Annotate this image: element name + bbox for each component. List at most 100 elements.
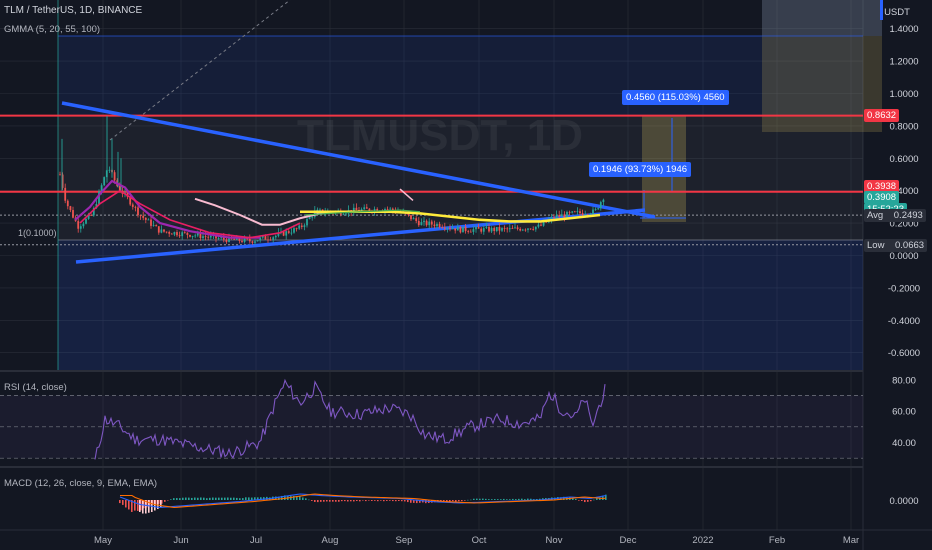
candle-body	[311, 216, 314, 218]
candle-body	[66, 200, 69, 207]
candle-body	[261, 236, 264, 238]
candle-body	[579, 211, 581, 214]
candle-body	[69, 206, 72, 211]
price-tick-label: 0.4000	[889, 186, 918, 197]
macd-bar	[143, 500, 145, 509]
candle-body	[293, 228, 295, 233]
macd-bar	[479, 498, 481, 500]
candle-body	[267, 239, 269, 241]
candle-body	[248, 238, 251, 242]
ema-segment	[399, 188, 414, 202]
rsi-pane[interactable]	[0, 372, 863, 466]
position-zone-lower	[58, 240, 863, 370]
measure-badge-big[interactable]: 0.4560 (115.03%) 4560	[622, 90, 729, 105]
candle-body	[90, 215, 93, 216]
ema-mid	[79, 189, 301, 239]
macd-bar	[154, 500, 156, 511]
candle-body	[202, 236, 204, 239]
candle-body	[467, 231, 470, 232]
macd-bar	[158, 500, 160, 504]
macd-bar	[326, 500, 328, 502]
candle-body	[589, 214, 592, 216]
candle-body	[352, 207, 355, 213]
candle-body	[373, 209, 376, 212]
main-pane[interactable]	[0, 0, 863, 370]
candle-body	[165, 231, 168, 233]
candle-body	[532, 229, 535, 230]
time-tick-label: Aug	[322, 535, 339, 546]
macd-bar	[533, 499, 535, 500]
macd-bar	[464, 500, 466, 501]
macd-bar	[206, 498, 208, 500]
macd-legend[interactable]: MACD (12, 26, close, 9, EMA, EMA)	[4, 478, 158, 489]
candle-body	[316, 209, 319, 211]
candle-body	[254, 241, 256, 243]
macd-bar	[170, 499, 172, 500]
candle-body	[215, 234, 217, 239]
macd-bar	[161, 500, 163, 504]
macd-bar	[194, 497, 196, 500]
triangle-lower-trendline[interactable]	[75, 208, 646, 264]
macd-bar	[581, 500, 583, 502]
macd-bar	[584, 500, 586, 503]
candle-body	[59, 174, 61, 176]
gmma-legend[interactable]: GMMA (5, 20, 55, 100)	[4, 24, 101, 35]
candle-body	[454, 228, 457, 231]
candle-body	[428, 221, 431, 226]
macd-bar	[191, 497, 193, 500]
price-tag-resistance-high[interactable]: 0.8632	[864, 108, 900, 122]
macd-bar	[446, 500, 448, 502]
candle-body	[417, 220, 420, 226]
measure-badge-small[interactable]: 0.1946 (93.73%) 1946	[589, 162, 692, 177]
candle-body	[142, 215, 145, 218]
candle-body	[129, 196, 132, 205]
price-axis-ticks[interactable]: 1.4000 1.2000 1.0000 0.8000 0.6000 0.4000 0.20…	[888, 24, 920, 359]
price-tick-label: 1.4000	[889, 24, 918, 35]
candle-body	[319, 209, 321, 211]
macd-bar	[236, 497, 238, 500]
macd-bar	[455, 500, 457, 502]
candle-body	[137, 207, 139, 216]
macd-bar	[500, 499, 502, 500]
candle-body	[308, 216, 311, 220]
macd-bar	[185, 497, 187, 500]
candle-body	[462, 226, 464, 233]
macd-bar	[485, 498, 487, 500]
candle-body	[157, 226, 160, 233]
candle-body	[163, 229, 165, 232]
macd-bar	[347, 500, 349, 502]
macd-bar	[221, 497, 223, 500]
macd-bar	[410, 500, 412, 503]
macd-bar	[386, 500, 388, 501]
price-tag-avg: Avg 0.2493	[864, 209, 926, 223]
macd-bar	[203, 497, 205, 500]
price-tick-label: 1.2000	[889, 57, 918, 68]
time-axis-ticks[interactable]: May Jun Jul Aug Sep Oct Nov Dec 2022 Feb Mar	[94, 535, 859, 546]
candle-body	[597, 208, 600, 210]
rsi-axis-ticks: 80.00 60.00 40.00	[892, 375, 916, 449]
candle-body	[563, 214, 566, 218]
rsi-legend[interactable]: RSI (14, close)	[4, 382, 67, 393]
macd-bar	[299, 496, 301, 500]
candle-body	[451, 228, 454, 230]
currency-label[interactable]: USDT	[884, 7, 910, 18]
candle-body	[342, 214, 345, 216]
macd-bar	[596, 498, 598, 500]
price-tag-last[interactable]: 0.3908	[864, 191, 900, 205]
macd-pane[interactable]	[0, 468, 863, 530]
triangle-upper-trendline[interactable]	[61, 101, 656, 219]
macd-bar	[359, 500, 361, 502]
macd-bar	[413, 500, 415, 503]
macd-bar	[329, 500, 331, 502]
candle-body	[64, 187, 67, 201]
candle-body	[217, 238, 220, 239]
candle-body	[199, 233, 202, 239]
symbol-legend[interactable]: TLM / TetherUS, 1D, BINANCE	[4, 5, 143, 16]
macd-bar	[122, 500, 124, 505]
price-tick-label: 0.0000	[889, 251, 918, 262]
candle-body	[61, 174, 64, 188]
macd-bar	[142, 500, 144, 514]
price-tag-resistance-low[interactable]: 0.3938	[864, 179, 900, 193]
candle-body	[303, 225, 306, 227]
